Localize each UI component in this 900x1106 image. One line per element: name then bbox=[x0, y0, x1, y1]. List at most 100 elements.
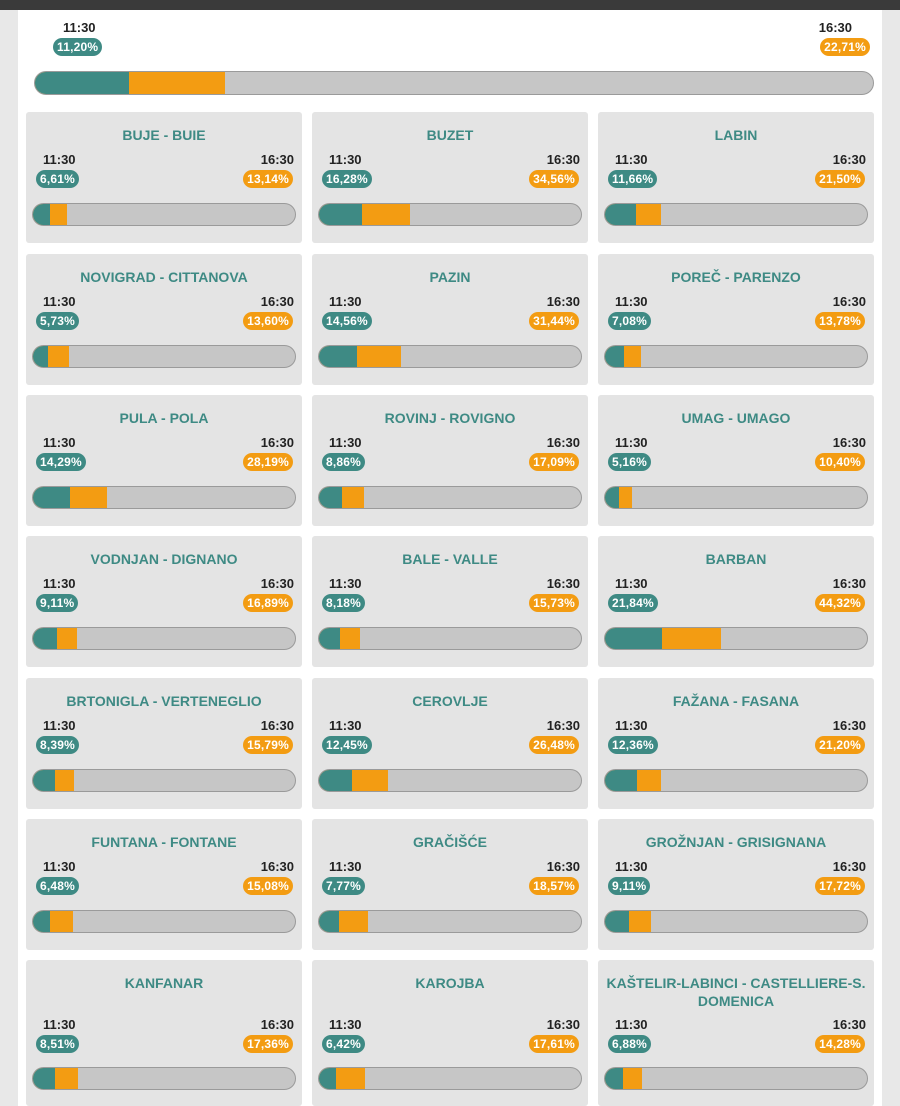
time-1130-label: 11:30 bbox=[43, 576, 76, 591]
bar-fill-1130 bbox=[319, 770, 352, 791]
turnout-bar bbox=[604, 910, 868, 933]
bar-fill-1130 bbox=[33, 628, 57, 649]
municipality-name: BARBAN bbox=[705, 551, 767, 567]
turnout-1630-badge: 13,78% bbox=[815, 312, 865, 330]
bar-fill-1130 bbox=[33, 911, 50, 932]
time-1630-label: 16:30 bbox=[546, 1017, 580, 1032]
municipality-name: FAŽANA - FASANA bbox=[672, 693, 800, 709]
time-1630-label: 16:30 bbox=[546, 435, 580, 450]
turnout-1130-badge: 5,16% bbox=[608, 453, 652, 471]
turnout-1130-badge: 5,73% bbox=[36, 312, 80, 330]
municipality-card: FAŽANA - FASANA 11:30 12,36% 16:30 21,20% bbox=[598, 678, 874, 809]
municipality-card: BALE - VALLE 11:30 8,18% 16:30 15,73% bbox=[312, 536, 588, 667]
turnout-1130-badge: 7,77% bbox=[322, 877, 366, 895]
turnout-1630-badge: 31,44% bbox=[529, 312, 579, 330]
turnout-1630-badge: 34,56% bbox=[529, 170, 579, 188]
turnout-bar bbox=[318, 345, 582, 368]
turnout-1130-badge: 8,86% bbox=[322, 453, 366, 471]
summary-pct-1-badge: 11,20% bbox=[53, 38, 103, 56]
municipality-card: CEROVLJE 11:30 12,45% 16:30 26,48% bbox=[312, 678, 588, 809]
summary-bar-fill-1130 bbox=[35, 72, 129, 94]
turnout-1130-badge: 6,88% bbox=[608, 1035, 652, 1053]
turnout-1130-badge: 8,51% bbox=[36, 1035, 80, 1053]
turnout-1130-badge: 9,11% bbox=[608, 877, 651, 895]
turnout-1130-badge: 8,39% bbox=[36, 736, 80, 754]
turnout-1630-badge: 15,73% bbox=[529, 594, 579, 612]
turnout-bar bbox=[604, 1067, 868, 1090]
municipality-name: UMAG - UMAGO bbox=[681, 410, 791, 426]
bar-fill-1130 bbox=[319, 346, 358, 367]
time-1130-label: 11:30 bbox=[43, 294, 76, 309]
turnout-1630-badge: 10,40% bbox=[815, 453, 865, 471]
time-1630-label: 16:30 bbox=[546, 859, 580, 874]
time-1130-label: 11:30 bbox=[43, 718, 76, 733]
municipality-name: NOVIGRAD - CITTANOVA bbox=[80, 269, 248, 285]
municipality-card: POREČ - PARENZO 11:30 7,08% 16:30 13,78% bbox=[598, 254, 874, 385]
turnout-1130-badge: 6,42% bbox=[322, 1035, 366, 1053]
time-1630-label: 16:30 bbox=[260, 294, 294, 309]
turnout-bar bbox=[32, 486, 296, 509]
municipality-name: CEROVLJE bbox=[412, 693, 488, 709]
turnout-1630-badge: 21,20% bbox=[815, 736, 865, 754]
summary-turnout-bar bbox=[34, 71, 874, 95]
municipality-card: UMAG - UMAGO 11:30 5,16% 16:30 10,40% bbox=[598, 395, 874, 526]
turnout-1630-badge: 15,08% bbox=[243, 877, 293, 895]
turnout-bar bbox=[318, 769, 582, 792]
time-1130-label: 11:30 bbox=[329, 1017, 362, 1032]
municipality-name: BALE - VALLE bbox=[402, 551, 498, 567]
bar-fill-1130 bbox=[605, 204, 636, 225]
bar-fill-1130 bbox=[605, 1068, 624, 1089]
time-1630-label: 16:30 bbox=[260, 859, 294, 874]
time-1130-label: 11:30 bbox=[43, 1017, 76, 1032]
bar-fill-1130 bbox=[319, 1068, 336, 1089]
municipality-name: POREČ - PARENZO bbox=[671, 269, 801, 285]
turnout-bar bbox=[604, 203, 868, 226]
time-1630-label: 16:30 bbox=[832, 576, 866, 591]
turnout-1130-badge: 12,45% bbox=[322, 736, 372, 754]
bar-fill-1130 bbox=[33, 204, 51, 225]
total-turnout-summary: 11:30 11,20% 16:30 22,71% bbox=[34, 10, 874, 106]
bar-fill-1130 bbox=[605, 346, 624, 367]
time-1630-label: 16:30 bbox=[832, 435, 866, 450]
turnout-bar bbox=[32, 627, 296, 650]
turnout-bar bbox=[604, 627, 868, 650]
municipality-card: KAŠTELIR-LABINCI - CASTELLIERE-S. DOMENI… bbox=[598, 960, 874, 1106]
bar-fill-1130 bbox=[33, 346, 48, 367]
municipality-card: KAROJBA 11:30 6,42% 16:30 17,61% bbox=[312, 960, 588, 1106]
bar-fill-1130 bbox=[605, 911, 629, 932]
turnout-bar bbox=[318, 203, 582, 226]
turnout-1630-badge: 16,89% bbox=[243, 594, 293, 612]
time-1630-label: 16:30 bbox=[260, 1017, 294, 1032]
turnout-1130-badge: 6,61% bbox=[36, 170, 80, 188]
municipality-card: PULA - POLA 11:30 14,29% 16:30 28,19% bbox=[26, 395, 302, 526]
bar-fill-1130 bbox=[605, 628, 663, 649]
time-1130-label: 11:30 bbox=[615, 1017, 648, 1032]
municipality-name: ROVINJ - ROVIGNO bbox=[384, 410, 516, 426]
time-1630-label: 16:30 bbox=[832, 152, 866, 167]
time-1130-label: 11:30 bbox=[615, 859, 648, 874]
time-1630-label: 16:30 bbox=[546, 152, 580, 167]
turnout-1630-badge: 13,60% bbox=[243, 312, 293, 330]
turnout-bar bbox=[604, 486, 868, 509]
time-1630-label: 16:30 bbox=[260, 576, 294, 591]
turnout-bar bbox=[32, 769, 296, 792]
time-1130-label: 11:30 bbox=[329, 294, 362, 309]
turnout-1130-badge: 16,28% bbox=[322, 170, 372, 188]
municipality-card: BARBAN 11:30 21,84% 16:30 44,32% bbox=[598, 536, 874, 667]
time-1630-label: 16:30 bbox=[546, 718, 580, 733]
time-1130-label: 11:30 bbox=[615, 435, 648, 450]
municipality-card: LABIN 11:30 11,66% 16:30 21,50% bbox=[598, 112, 874, 243]
turnout-bar bbox=[318, 910, 582, 933]
time-1130-label: 11:30 bbox=[615, 294, 648, 309]
municipality-name: BUZET bbox=[426, 127, 474, 143]
municipality-name: GROŽNJAN - GRISIGNANA bbox=[645, 834, 827, 850]
municipality-name: PAZIN bbox=[429, 269, 471, 285]
time-1130-label: 11:30 bbox=[329, 152, 362, 167]
time-1630-label: 16:30 bbox=[260, 435, 294, 450]
municipality-name: BRTONIGLA - VERTENEGLIO bbox=[66, 693, 262, 709]
turnout-1630-badge: 15,79% bbox=[243, 736, 293, 754]
municipality-name: PULA - POLA bbox=[119, 410, 209, 426]
bar-fill-1130 bbox=[319, 487, 343, 508]
municipality-name: KAŠTELIR-LABINCI - CASTELLIERE-S. DOMENI… bbox=[606, 975, 866, 1009]
turnout-bar bbox=[32, 203, 296, 226]
